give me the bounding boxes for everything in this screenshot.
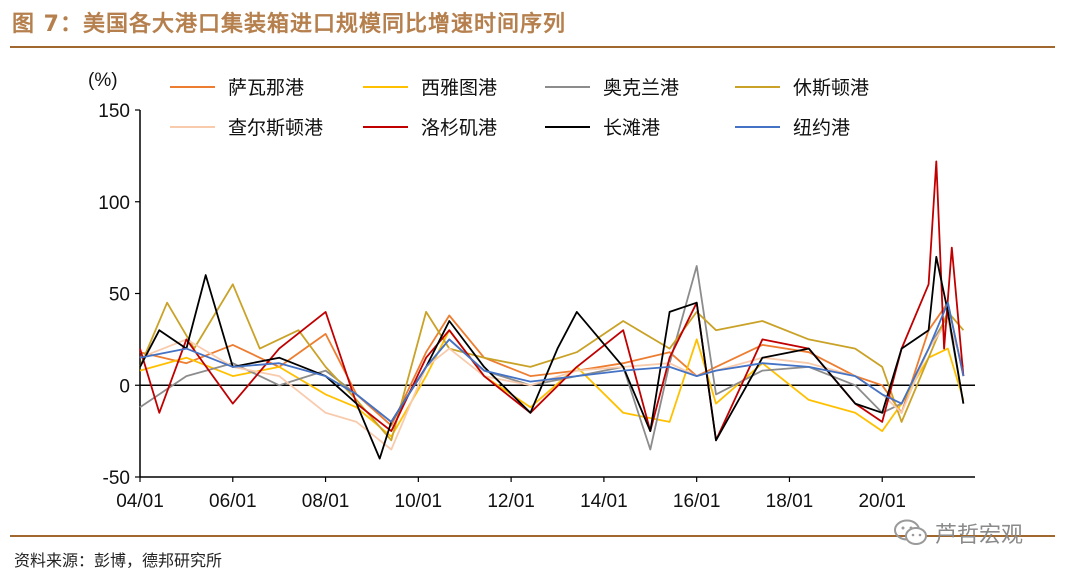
legend-label: 萨瓦那港 [228,77,304,99]
x-tick-label: 18/01 [766,491,814,512]
y-axis-unit: (%) [88,70,118,91]
y-tick-label: 100 [98,193,130,214]
x-tick-label: 16/01 [673,491,721,512]
y-tick-label: 50 [109,285,130,306]
x-tick-label: 06/01 [209,491,257,512]
x-tick-label: 20/01 [858,491,906,512]
series-line [139,160,965,442]
series-lines [139,160,965,460]
series-line [139,320,965,451]
y-tick-label: -50 [103,468,130,489]
wechat-icon [894,519,927,545]
y-tick-label: 0 [119,376,130,397]
series-line [139,329,965,438]
watermark: 芦哲宏观 [893,517,1023,549]
y-tick-label: 150 [98,101,130,122]
title-rule [10,46,1055,48]
figure-title: 图 7：美国各大港口集装箱进口规模同比增速时间序列 [12,12,566,37]
legend-label: 西雅图港 [421,77,497,99]
x-tick-label: 04/01 [116,491,164,512]
legend-label: 长滩港 [603,117,660,139]
footer-rule [10,535,1055,537]
series-line [139,301,965,423]
legend-label: 奥克兰港 [603,77,679,99]
legend-label: 纽约港 [793,117,850,139]
legend-label: 查尔斯顿港 [228,117,323,139]
source-note: 资料来源：彭博，德邦研究所 [14,551,223,570]
x-tick-label: 14/01 [580,491,628,512]
series-line [139,265,965,451]
chart: -50 0 50 100 150 (%) 04/01 06/01 08/01 10/01 12/01… [88,70,975,512]
watermark-text: 芦哲宏观 [935,523,1024,548]
x-tick-label: 12/01 [487,491,535,512]
series-line [139,255,965,460]
legend-label: 洛杉矶港 [421,117,497,139]
x-tick-label: 08/01 [302,491,350,512]
x-tick-label: 10/01 [395,491,443,512]
series-line [139,301,965,427]
legend-label: 休斯顿港 [793,77,869,99]
